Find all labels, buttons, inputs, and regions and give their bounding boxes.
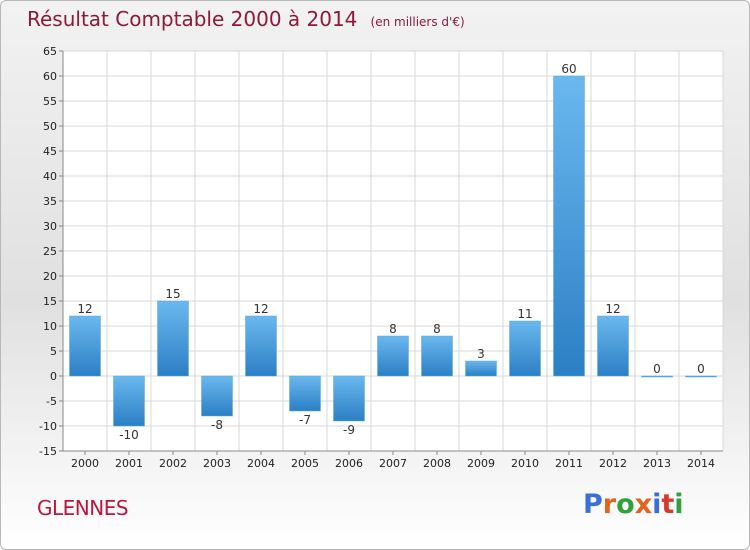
data-label-2006: -9 [343,423,355,437]
bars [69,75,717,427]
x-tick-label: 2006 [335,457,363,470]
bar-2014 [685,375,717,378]
title-row: Résultat Comptable 2000 à 2014 (en milli… [27,7,465,31]
logo-letter: i [652,489,662,520]
data-label-2009: 3 [477,347,485,361]
x-tick-label: 2007 [379,457,407,470]
logo-letter: o [616,489,635,520]
data-label-2004: 12 [253,302,268,316]
y-tick-label: 5 [50,345,57,358]
x-tick-label: 2013 [643,457,671,470]
x-tick-label: 2012 [599,457,627,470]
data-label-2005: -7 [299,413,311,427]
x-tick-label: 2001 [115,457,143,470]
data-label-2011: 60 [561,62,576,76]
x-tick-label: 2010 [511,457,539,470]
data-label-2003: -8 [211,418,223,432]
bar-2003 [201,375,233,417]
y-tick-label: 65 [43,45,57,58]
chart-subtitle: (en milliers d'€) [370,15,465,29]
bar-2000 [69,315,101,377]
y-tick-label: -15 [39,445,57,458]
bar-2010 [509,320,541,377]
y-tick-label: 35 [43,195,57,208]
data-label-2012: 12 [605,302,620,316]
logo-letter: r [602,489,617,520]
y-tick-label: -10 [39,420,57,433]
y-tick-label: 10 [43,320,57,333]
y-tick-label: 30 [43,220,57,233]
commune-name: GLENNES [37,496,129,520]
y-axis: -15 -10 -5 0 5 10 15 20 25 30 35 40 45 50 55 60 65 [39,45,64,458]
x-tick-label: 2005 [291,457,319,470]
y-tick-label: 15 [43,295,57,308]
bar-2012 [597,315,629,377]
x-tick-label: 2014 [687,457,715,470]
logo-letter: i [674,489,684,520]
bar-2011 [553,75,585,377]
proxiti-logo: Proxiti [583,489,684,520]
x-tick-label: 2000 [71,457,99,470]
logo-letter: P [583,489,603,520]
y-tick-label: 55 [43,95,57,108]
bar-2002 [157,300,189,377]
x-tick-label: 2004 [247,457,275,470]
x-tick-label: 2003 [203,457,231,470]
x-tick-label: 2002 [159,457,187,470]
bar-2007 [377,335,409,377]
x-axis: 2000 2001 2002 2003 2004 2005 2006 2007 2008 2009… [63,450,723,470]
bar-2004 [245,315,277,377]
bar-2005 [289,375,321,412]
data-label-2013: 0 [653,362,661,376]
x-tick-label: 2008 [423,457,451,470]
x-tick-label: 2009 [467,457,495,470]
data-label-2007: 8 [389,322,397,336]
y-tick-label: 0 [50,370,57,383]
y-tick-label: 20 [43,270,57,283]
data-label-2001: -10 [119,428,139,442]
bar-2001 [113,375,145,427]
bar-2008 [421,335,453,377]
data-labels: 12 -10 15 -8 12 -7 -9 8 8 3 11 60 12 0 0 [77,62,704,442]
logo-letter: x [634,489,653,520]
data-label-2002: 15 [165,287,180,301]
bar-2006 [333,375,365,422]
bar-2013 [641,375,673,378]
y-tick-label: 45 [43,145,57,158]
data-label-2014: 0 [697,362,705,376]
y-tick-label: 60 [43,70,57,83]
data-label-2000: 12 [77,302,92,316]
data-label-2008: 8 [433,322,441,336]
x-tick-label: 2011 [555,457,583,470]
y-tick-label: 25 [43,245,57,258]
y-tick-label: 40 [43,170,57,183]
y-tick-label: 50 [43,120,57,133]
bar-2009 [465,360,497,377]
chart-title: Résultat Comptable 2000 à 2014 [27,7,358,31]
logo-letter: t [661,489,675,520]
y-tick-label: -5 [46,395,57,408]
data-label-2010: 11 [517,307,532,321]
